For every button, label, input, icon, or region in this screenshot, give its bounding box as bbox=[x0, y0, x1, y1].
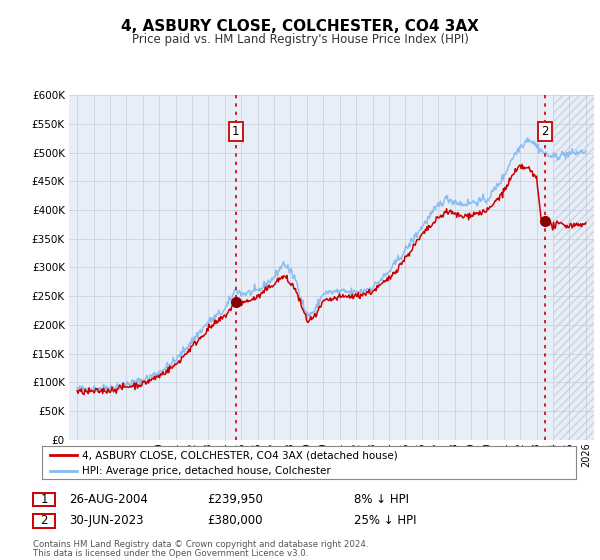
Text: Contains HM Land Registry data © Crown copyright and database right 2024.: Contains HM Land Registry data © Crown c… bbox=[33, 540, 368, 549]
Bar bbox=[554, 95, 594, 440]
Text: £239,950: £239,950 bbox=[207, 493, 263, 506]
Text: 4, ASBURY CLOSE, COLCHESTER, CO4 3AX (detached house): 4, ASBURY CLOSE, COLCHESTER, CO4 3AX (de… bbox=[82, 450, 398, 460]
Bar bbox=[554, 95, 594, 440]
Text: 4, ASBURY CLOSE, COLCHESTER, CO4 3AX: 4, ASBURY CLOSE, COLCHESTER, CO4 3AX bbox=[121, 20, 479, 34]
Text: 2: 2 bbox=[541, 125, 548, 138]
Text: 8% ↓ HPI: 8% ↓ HPI bbox=[354, 493, 409, 506]
Text: 1: 1 bbox=[232, 125, 239, 138]
Text: 26-AUG-2004: 26-AUG-2004 bbox=[69, 493, 148, 506]
Text: £380,000: £380,000 bbox=[207, 514, 263, 528]
Text: Price paid vs. HM Land Registry's House Price Index (HPI): Price paid vs. HM Land Registry's House … bbox=[131, 32, 469, 46]
Text: 30-JUN-2023: 30-JUN-2023 bbox=[69, 514, 143, 528]
Text: 1: 1 bbox=[40, 493, 48, 506]
Text: HPI: Average price, detached house, Colchester: HPI: Average price, detached house, Colc… bbox=[82, 466, 331, 475]
Text: 2: 2 bbox=[40, 514, 48, 528]
Text: This data is licensed under the Open Government Licence v3.0.: This data is licensed under the Open Gov… bbox=[33, 549, 308, 558]
Text: 25% ↓ HPI: 25% ↓ HPI bbox=[354, 514, 416, 528]
